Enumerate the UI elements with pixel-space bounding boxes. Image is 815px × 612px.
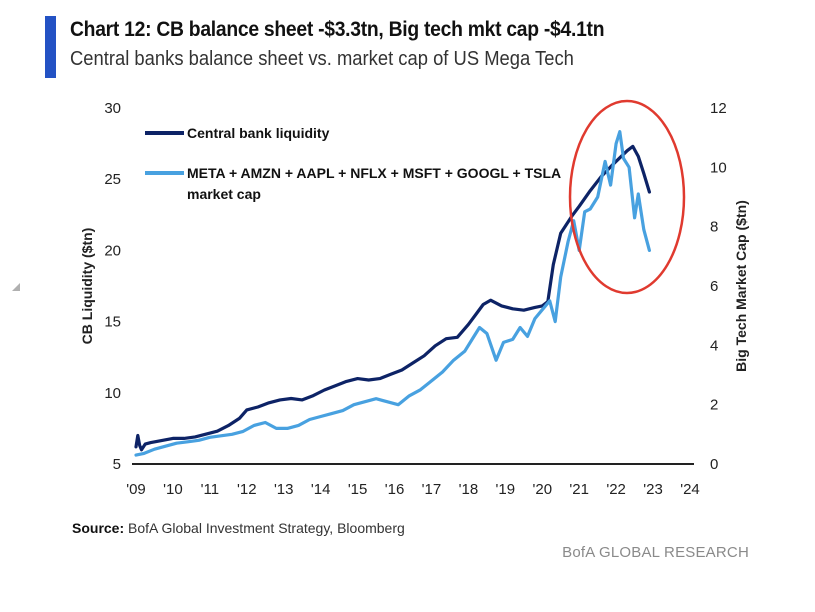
- right-tick-label: 0: [710, 456, 718, 473]
- x-tick-label: '16: [385, 481, 405, 498]
- x-tick-label: '15: [348, 481, 368, 498]
- x-tick-label: '23: [643, 481, 663, 498]
- source-note: Source: BofA Global Investment Strategy,…: [72, 520, 405, 536]
- highlight-ellipse: [568, 99, 686, 295]
- legend-label-bigtech-line2: market cap: [187, 186, 261, 202]
- legend-label-bigtech-line1: META + AMZN + AAPL + NFLX + MSFT + GOOGL…: [187, 165, 561, 181]
- x-tick-label: '18: [459, 481, 479, 498]
- left-tick-label: 5: [113, 456, 121, 473]
- left-tick-label: 25: [104, 171, 121, 188]
- x-tick-label: '20: [532, 481, 552, 498]
- x-tick-label: '22: [606, 481, 626, 498]
- title-accent-bar: [45, 16, 56, 78]
- chart-title: Chart 12: CB balance sheet -$3.3tn, Big …: [70, 18, 605, 41]
- series-layer: [134, 130, 652, 457]
- legend-label-bigtech: META + AMZN + AAPL + NFLX + MSFT + GOOGL…: [187, 165, 565, 202]
- left-tick-label: 30: [104, 100, 121, 117]
- x-tick-label: '14: [311, 481, 331, 498]
- x-axis-ticks: '09 '10 '11 '12 '13 '14 '15 '16 '17 '18 '19 '20 '21 '…: [126, 481, 700, 498]
- chart-subtitle: Central banks balance sheet vs. market c…: [70, 48, 574, 70]
- series-line-big-tech-market-cap: [134, 130, 652, 457]
- left-axis-title: CB Liquidity ($tn): [79, 228, 95, 345]
- right-tick-label: 2: [710, 397, 718, 414]
- left-tick-label: 20: [104, 242, 121, 259]
- x-tick-label: '13: [274, 481, 294, 498]
- left-tick-label: 10: [104, 385, 121, 402]
- left-tick-label: 15: [104, 314, 121, 331]
- x-tick-label: '21: [569, 481, 589, 498]
- right-tick-label: 6: [710, 278, 718, 295]
- x-tick-label: '24: [680, 481, 700, 498]
- right-tick-label: 10: [710, 159, 727, 176]
- resize-corner-icon: [12, 283, 20, 291]
- series-line-central-bank-liquidity: [134, 144, 652, 452]
- x-tick-label: '10: [163, 481, 183, 498]
- source-label: Source:: [72, 520, 125, 536]
- x-tick-label: '11: [201, 481, 219, 498]
- source-text: BofA Global Investment Strategy, Bloombe…: [128, 520, 405, 536]
- brand-label: BofA GLOBAL RESEARCH: [562, 544, 749, 561]
- right-tick-label: 4: [710, 337, 718, 354]
- x-tick-label: '09: [126, 481, 146, 498]
- legend-label-cb: Central bank liquidity: [187, 125, 330, 141]
- right-tick-label: 12: [710, 100, 727, 117]
- right-axis-title: Big Tech Market Cap ($tn): [733, 200, 749, 372]
- x-tick-label: '17: [422, 481, 442, 498]
- left-axis-ticks: 5 10 15 20 25 30: [104, 100, 121, 473]
- right-tick-label: 8: [710, 219, 718, 236]
- legend: Central bank liquidity META + AMZN + AAP…: [145, 125, 565, 202]
- x-tick-label: '19: [496, 481, 516, 498]
- right-axis-ticks: 0 2 4 6 8 10 12: [710, 100, 727, 473]
- x-tick-label: '12: [237, 481, 257, 498]
